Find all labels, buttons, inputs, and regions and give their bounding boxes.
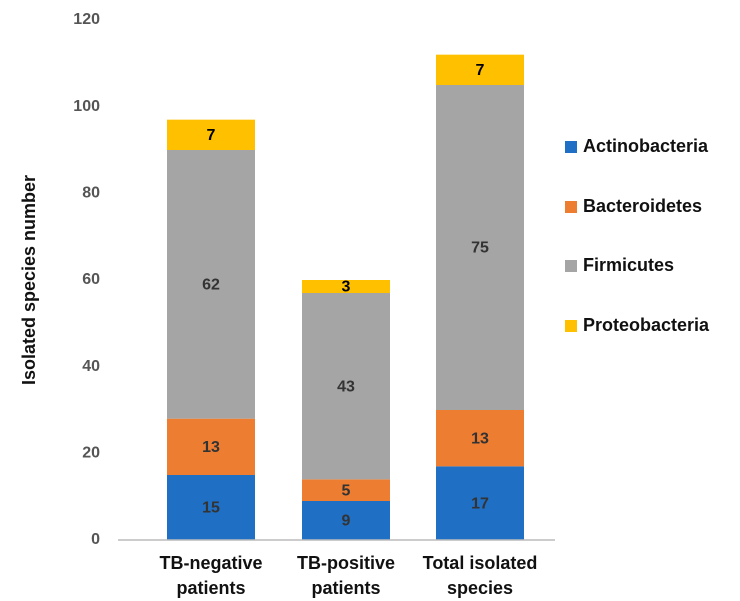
bar-segment (436, 54, 524, 85)
value-label: 62 (202, 277, 220, 294)
bar-segment (436, 410, 524, 467)
bar-segment (167, 119, 255, 150)
bar-segment (436, 466, 524, 540)
y-tick-label: 0 (91, 531, 100, 548)
bar-segment (167, 475, 255, 540)
value-label: 7 (207, 127, 216, 144)
value-label: 13 (471, 430, 489, 447)
x-tick-label: Total isolated species (422, 553, 538, 598)
legend-swatch (565, 201, 577, 213)
legend-swatch (565, 141, 577, 153)
legend-label: Actinobacteria (583, 136, 709, 156)
bar-segment (167, 418, 255, 475)
legend-label: Proteobacteria (583, 315, 710, 335)
value-label: 43 (337, 378, 355, 395)
value-label: 15 (202, 500, 220, 517)
x-tick-label: TB-negative patients (159, 553, 263, 598)
bar-segment (302, 280, 390, 293)
value-label: 5 (342, 482, 351, 499)
x-tick-label-box: TB-positive patients (296, 553, 395, 598)
y-axis-title: Isolated species number (19, 175, 39, 385)
x-tick-label: TB-positive patients (296, 553, 395, 598)
y-tick-label: 80 (82, 185, 100, 202)
bar-segment (167, 150, 255, 419)
y-tick-label: 20 (82, 445, 100, 462)
y-tick-label: 100 (73, 98, 100, 115)
bar-segment (302, 293, 390, 480)
value-label: 17 (471, 495, 489, 512)
value-label: 3 (342, 279, 351, 296)
bar-segment (302, 501, 390, 540)
bar-segment (302, 479, 390, 501)
bar-segment (436, 85, 524, 410)
legend-swatch (565, 260, 577, 272)
x-tick-label-box: Total isolated species (422, 553, 538, 598)
x-tick-label-box: TB-negative patients (159, 553, 263, 598)
legend-swatch (565, 320, 577, 332)
y-tick-label: 60 (82, 271, 100, 288)
legend-label: Firmicutes (583, 255, 674, 275)
y-tick-label: 120 (73, 11, 100, 28)
value-label: 13 (202, 439, 220, 456)
y-tick-label: 40 (82, 358, 100, 375)
value-label: 75 (471, 240, 489, 257)
value-label: 9 (342, 513, 351, 530)
value-label: 7 (476, 62, 485, 79)
legend-label: Bacteroidetes (583, 196, 702, 216)
